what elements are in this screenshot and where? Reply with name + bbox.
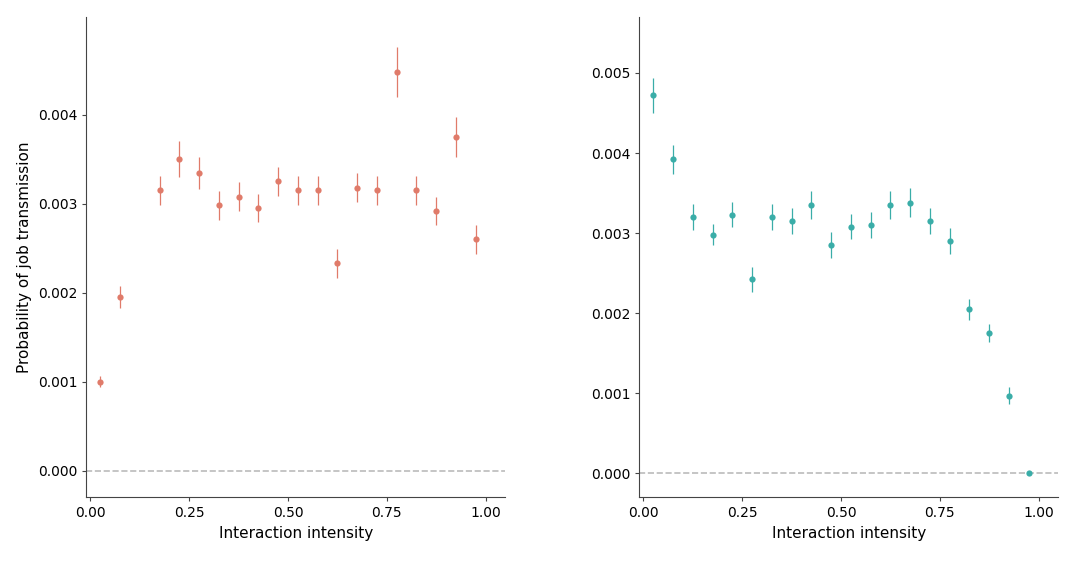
- Y-axis label: Probability of job transmission: Probability of job transmission: [17, 141, 32, 373]
- X-axis label: Interaction intensity: Interaction intensity: [772, 526, 926, 541]
- X-axis label: Interaction intensity: Interaction intensity: [219, 526, 373, 541]
